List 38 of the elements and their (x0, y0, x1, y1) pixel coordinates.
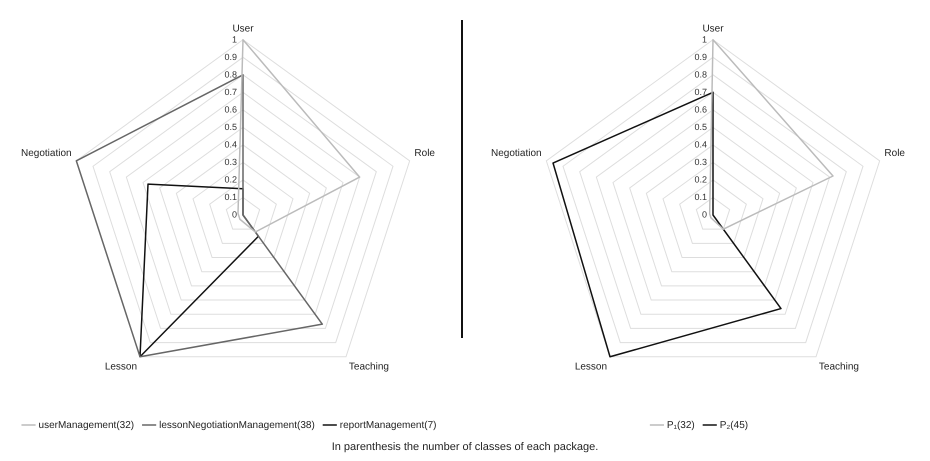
y-tick-label: 0.7 (224, 86, 237, 97)
legend-label: reportManagement(7) (340, 420, 436, 431)
spoke-label: User (232, 24, 254, 35)
y-tick-label: 0.2 (694, 174, 707, 184)
legend-label: userManagement(32) (38, 420, 134, 431)
spoke-label: Teaching (348, 362, 389, 373)
y-tick-label: 0.8 (224, 69, 237, 80)
y-tick-label: 0 (702, 209, 707, 220)
legend-label: lessonNegotiationManagement(38) (159, 420, 315, 431)
y-tick-label: 0.6 (224, 104, 237, 114)
text: In parenthesis the number of classes of each package. (330, 441, 600, 453)
y-tick-label: 1 (702, 34, 707, 44)
spoke-label: Lesson (104, 362, 138, 373)
y-tick-label: 0.4 (694, 139, 707, 150)
spoke-label: Role (414, 148, 436, 160)
y-tick-label: 0.9 (694, 52, 707, 62)
spoke-label: Negotiation (20, 148, 72, 160)
y-tick-label: 0.6 (694, 104, 707, 114)
legend-label: P₁(32) (666, 420, 695, 431)
y-tick-label: 0.4 (224, 139, 237, 150)
y-tick-label: 0.8 (694, 69, 707, 80)
spoke-label: Negotiation (490, 148, 542, 160)
y-tick-label: 1 (232, 34, 237, 44)
y-tick-label: 0.3 (224, 156, 237, 167)
y-tick-label: 0.7 (694, 86, 707, 97)
y-tick-label: 0.9 (224, 52, 237, 62)
y-tick-label: 0 (232, 209, 237, 220)
y-tick-label: 0.1 (224, 192, 237, 202)
spoke-label: Teaching (818, 362, 859, 373)
spoke-label: Role (884, 148, 906, 160)
y-tick-label: 0.5 (694, 122, 707, 132)
y-tick-label: 0.3 (694, 156, 707, 167)
spoke-label: User (702, 24, 724, 35)
y-tick-label: 0.1 (694, 192, 707, 202)
legend-label: P₂(45) (720, 420, 748, 431)
y-tick-label: 0.5 (224, 122, 237, 132)
y-tick-label: 0.2 (224, 174, 237, 184)
spoke-label: Lesson (574, 362, 608, 373)
